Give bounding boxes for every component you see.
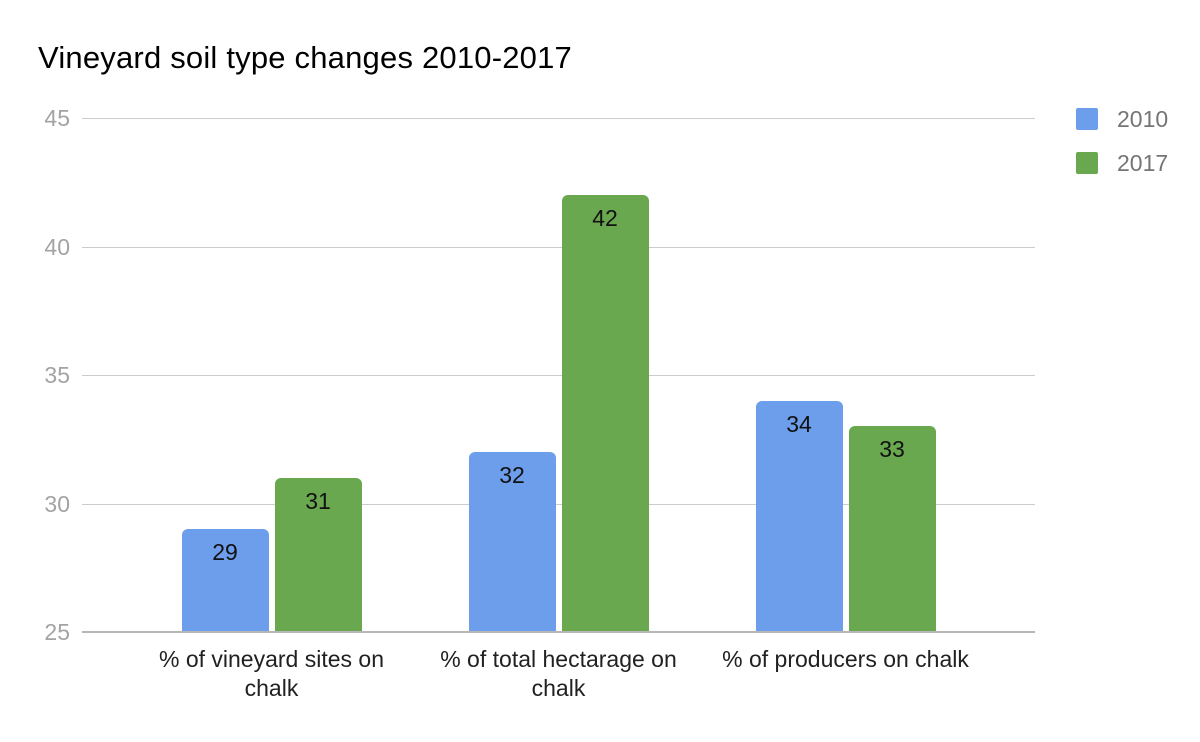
- gridline: [82, 246, 1035, 248]
- legend-color-swatch-icon: [1076, 108, 1098, 130]
- gridline: [82, 503, 1035, 505]
- x-axis-category-label: % of vineyard sites on chalk: [158, 646, 384, 701]
- legend-label: 2010: [1117, 105, 1169, 132]
- bar-2010-2[interactable]: 32: [468, 452, 556, 632]
- gridline: [82, 375, 1035, 376]
- bar-value-label: 32: [499, 462, 525, 489]
- bar-value-label: 34: [786, 410, 812, 437]
- bar-2017-3[interactable]: 33: [848, 426, 936, 632]
- x-axis-baseline: [82, 631, 1035, 633]
- legend: 2010 2017: [1076, 105, 1169, 196]
- legend-color-swatch-icon: [1076, 152, 1098, 174]
- y-axis-tick-label: 40: [44, 233, 70, 260]
- bar-2010-1[interactable]: 29: [181, 529, 269, 632]
- y-axis-tick-label: 45: [44, 105, 70, 131]
- x-axis-category-label: % of producers on chalk: [722, 646, 969, 672]
- y-axis-tick-label: 30: [44, 490, 70, 517]
- bar-2010-3[interactable]: 34: [755, 400, 843, 632]
- legend-item-2010: 2010: [1076, 105, 1169, 132]
- bar-2017-1[interactable]: 31: [274, 477, 362, 632]
- bar-value-label: 31: [305, 487, 331, 514]
- y-axis-tick-label: 25: [44, 619, 70, 645]
- bar-2017-2[interactable]: 42: [561, 195, 649, 632]
- chart-title: Vineyard soil type changes 2010-2017: [38, 40, 573, 75]
- legend-label: 2017: [1117, 149, 1169, 176]
- bar-value-label: 29: [212, 539, 238, 566]
- x-axis-category-label: % of total hectarage on chalk: [440, 646, 677, 701]
- y-axis-tick-label: 35: [44, 362, 70, 388]
- legend-item-2017: 2017: [1076, 149, 1169, 176]
- bar-value-label: 33: [879, 436, 905, 463]
- bar-value-label: 42: [592, 205, 618, 232]
- gridline: [82, 118, 1035, 119]
